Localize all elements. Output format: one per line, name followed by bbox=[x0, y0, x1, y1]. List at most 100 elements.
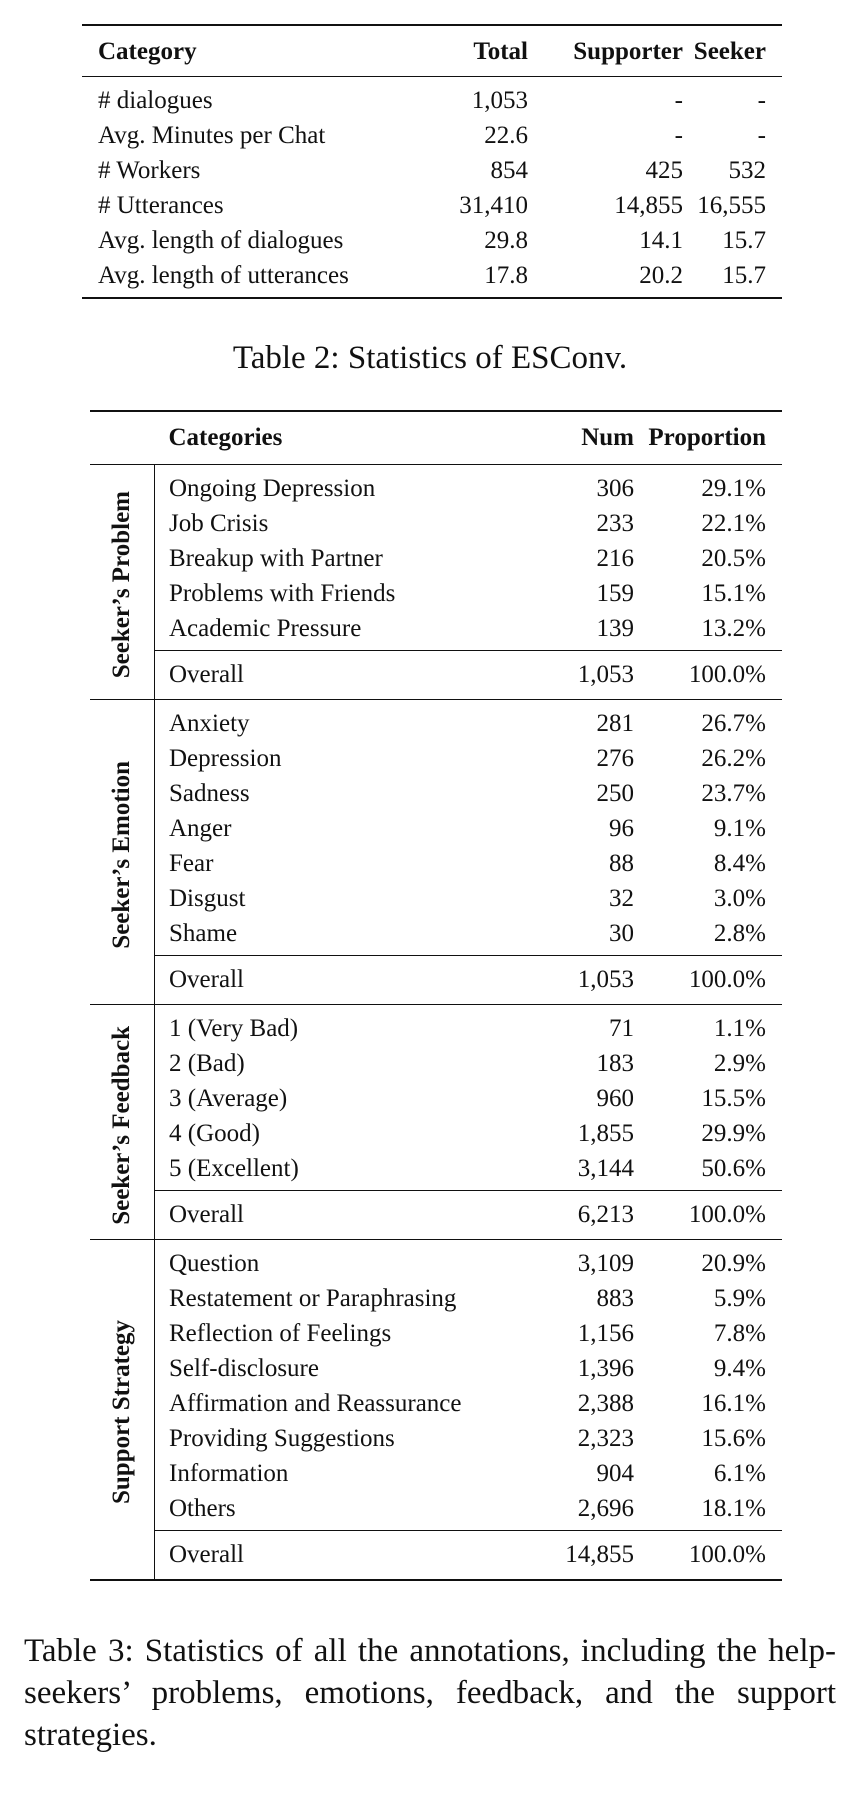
table-row: Information 904 6.1% bbox=[90, 1456, 782, 1491]
table-cell: 139 bbox=[596, 615, 635, 642]
row-label: # Utterances bbox=[98, 192, 224, 219]
table-cell: 29.8 bbox=[484, 227, 528, 254]
table-cell: 2.9% bbox=[713, 1050, 766, 1077]
table-cell: 3,144 bbox=[577, 1155, 634, 1182]
table-3-caption: Table 3: Statistics of all the annotatio… bbox=[24, 1633, 836, 1753]
table-cell: - bbox=[757, 122, 766, 149]
overall-row: Overall 1,053 100.0% bbox=[90, 650, 782, 700]
table-cell: 16.1% bbox=[701, 1390, 766, 1417]
table-cell: 16,555 bbox=[697, 192, 766, 219]
table-row: Sadness 250 23.7% bbox=[90, 776, 782, 811]
table-cell: 1,156 bbox=[577, 1320, 634, 1347]
table-row: # Utterances 31,410 14,855 16,555 bbox=[82, 188, 782, 223]
group-label: Seeker’s Emotion bbox=[108, 761, 135, 949]
overall-cell: 6,213 bbox=[529, 1190, 634, 1240]
row-label: # Workers bbox=[98, 157, 201, 184]
table-cell: 2,323 bbox=[577, 1425, 634, 1452]
table-row: Fear 88 8.4% bbox=[90, 846, 782, 881]
group-label: Support Strategy bbox=[108, 1320, 135, 1505]
table-cell: 904 bbox=[596, 1460, 635, 1487]
table-cell: - bbox=[674, 122, 683, 149]
table-row: Providing Suggestions 2,323 15.6% bbox=[90, 1421, 782, 1456]
table-cell: 281 bbox=[596, 710, 635, 737]
row-label: Avg. length of dialogues bbox=[98, 227, 344, 254]
table-cell: 960 bbox=[596, 1085, 635, 1112]
row-label: Fear bbox=[169, 850, 214, 877]
row-label: Providing Suggestions bbox=[169, 1425, 395, 1452]
overall-label: Overall bbox=[154, 1190, 529, 1240]
category-group: Seeker’s Emotion Anxiety 281 26.7% Depressio… bbox=[90, 699, 782, 1005]
table-cell: 2.8% bbox=[713, 920, 766, 947]
table-row: # Workers 854 425 532 bbox=[82, 153, 782, 188]
table-cell: 6.1% bbox=[713, 1460, 766, 1487]
column-header: Supporter bbox=[528, 24, 683, 77]
table-cell: 183 bbox=[596, 1050, 635, 1077]
table-cell: 15.7 bbox=[683, 258, 782, 299]
table-cell: 20.5% bbox=[701, 545, 766, 572]
table-row: Academic Pressure 139 13.2% bbox=[90, 611, 782, 651]
table-row: Problems with Friends 159 15.1% bbox=[90, 576, 782, 611]
table-cell: 7.8% bbox=[713, 1320, 766, 1347]
group-label-cell: Seeker’s Emotion bbox=[90, 699, 155, 1005]
column-header: Categories bbox=[154, 410, 529, 465]
table-row: Avg. length of dialogues 29.8 14.1 15.7 bbox=[82, 223, 782, 258]
table-cell: 233 bbox=[596, 510, 635, 537]
table-header-row: Category Total Supporter Seeker bbox=[82, 24, 782, 77]
table-cell: 14.1 bbox=[639, 227, 683, 254]
table-row: 2 (Bad) 183 2.9% bbox=[90, 1046, 782, 1081]
table-row: Reflection of Feelings 1,156 7.8% bbox=[90, 1316, 782, 1351]
table-row: Seeker’s Feedback 1 (Very Bad) 71 1.1% bbox=[90, 1004, 782, 1240]
row-label: Shame bbox=[169, 920, 238, 947]
table-cell: 1.1% bbox=[713, 1015, 766, 1042]
table-row: Breakup with Partner 216 20.5% bbox=[90, 541, 782, 576]
column-header: Num bbox=[529, 410, 634, 465]
table-cell: 15.7 bbox=[722, 227, 766, 254]
table-row: Self-disclosure 1,396 9.4% bbox=[90, 1351, 782, 1386]
table-cell: 14,855 bbox=[614, 192, 683, 219]
row-label: Avg. length of utterances bbox=[82, 258, 428, 299]
table-cell: 15.5% bbox=[701, 1085, 766, 1112]
table-cell: 18.1% bbox=[701, 1495, 766, 1522]
row-label: Breakup with Partner bbox=[169, 545, 383, 572]
table-cell: 276 bbox=[596, 745, 635, 772]
table-cell: 216 bbox=[596, 545, 635, 572]
row-label: Self-disclosure bbox=[169, 1355, 319, 1382]
table-cell: 20.9% bbox=[701, 1250, 766, 1277]
table-cell: 1,053 bbox=[471, 87, 528, 114]
table-row: Depression 276 26.2% bbox=[90, 741, 782, 776]
table-row: Avg. Minutes per Chat 22.6 - - bbox=[82, 118, 782, 153]
table-row: # dialogues 1,053 - - bbox=[82, 77, 782, 119]
overall-cell: 1,053 bbox=[529, 955, 634, 1005]
table-cell: 17.8 bbox=[428, 258, 528, 299]
annotation-statistics-table: Categories Num Proportion Seeker’s Probl… bbox=[90, 410, 782, 1581]
row-label: # dialogues bbox=[98, 87, 213, 114]
table-cell: 31,410 bbox=[459, 192, 528, 219]
group-label: Seeker’s Problem bbox=[108, 491, 135, 679]
table-row: Disgust 32 3.0% bbox=[90, 881, 782, 916]
table-cell: 9.1% bbox=[713, 815, 766, 842]
table-row: Others 2,696 18.1% bbox=[90, 1491, 782, 1531]
column-header bbox=[90, 410, 155, 465]
table-row: Seeker’s Problem Ongoing Depression 306 29.… bbox=[90, 464, 782, 700]
table-cell: 9.4% bbox=[713, 1355, 766, 1382]
table-cell: 1,396 bbox=[577, 1355, 634, 1382]
table-cell: 1,855 bbox=[577, 1120, 634, 1147]
table-cell: 306 bbox=[596, 475, 635, 502]
row-label: 1 (Very Bad) bbox=[169, 1015, 299, 1042]
table-cell: 71 bbox=[609, 1015, 634, 1042]
table-row: 5 (Excellent) 3,144 50.6% bbox=[90, 1151, 782, 1191]
group-label-cell: Seeker’s Feedback bbox=[90, 1004, 155, 1240]
table-header-row: Categories Num Proportion bbox=[90, 410, 782, 465]
table-row: Restatement or Paraphrasing 883 5.9% bbox=[90, 1281, 782, 1316]
table-cell: 8.4% bbox=[713, 850, 766, 877]
table-cell: 20.2 bbox=[528, 258, 683, 299]
table-cell: 3,109 bbox=[577, 1250, 634, 1277]
column-header: Total bbox=[428, 24, 528, 77]
table-cell: 29.1% bbox=[701, 475, 766, 502]
row-label: Question bbox=[169, 1250, 260, 1277]
row-label: 2 (Bad) bbox=[169, 1050, 245, 1077]
table-cell: 159 bbox=[596, 580, 635, 607]
row-label: Reflection of Feelings bbox=[169, 1320, 392, 1347]
row-label: Ongoing Depression bbox=[169, 475, 376, 502]
group-label: Seeker’s Feedback bbox=[108, 1025, 135, 1225]
